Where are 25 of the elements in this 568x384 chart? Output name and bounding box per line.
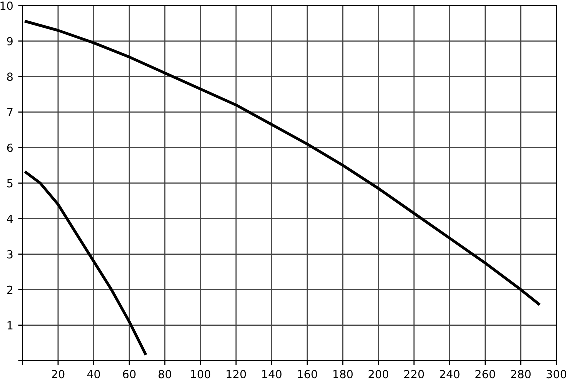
- x-tick-label: 300: [546, 370, 567, 379]
- y-tick-label: 9: [7, 37, 13, 46]
- y-tick-label: 10: [0, 2, 13, 10]
- x-tick-label: 40: [87, 370, 100, 379]
- x-tick-label: 260: [476, 370, 496, 379]
- y-tick-label: 7: [8, 108, 13, 117]
- x-tick-label: 60: [123, 370, 136, 379]
- x-tick-label: 220: [404, 370, 424, 379]
- x-tick-label: 280: [511, 370, 531, 379]
- x-tick-label: 200: [368, 370, 389, 379]
- x-tick-label: 100: [191, 370, 211, 379]
- y-tick-label: 3: [7, 250, 13, 259]
- x-tick-label: 120: [226, 370, 246, 379]
- x-tick-label: 160: [298, 370, 318, 379]
- y-tick-label: 6: [7, 144, 13, 152]
- x-tick-label: 20: [52, 370, 65, 379]
- y-tick-label: 4: [7, 215, 14, 224]
- y-tick-label: 1: [8, 322, 13, 330]
- y-tick-label: 2: [7, 286, 13, 294]
- x-tick-label: 180: [334, 370, 353, 379]
- x-tick-label: 80: [158, 370, 172, 379]
- x-tick-label: 140: [262, 370, 282, 379]
- y-tick-label: 8: [7, 72, 13, 82]
- y-tick-label: 5: [7, 179, 13, 188]
- x-tick-label: 240: [440, 370, 460, 379]
